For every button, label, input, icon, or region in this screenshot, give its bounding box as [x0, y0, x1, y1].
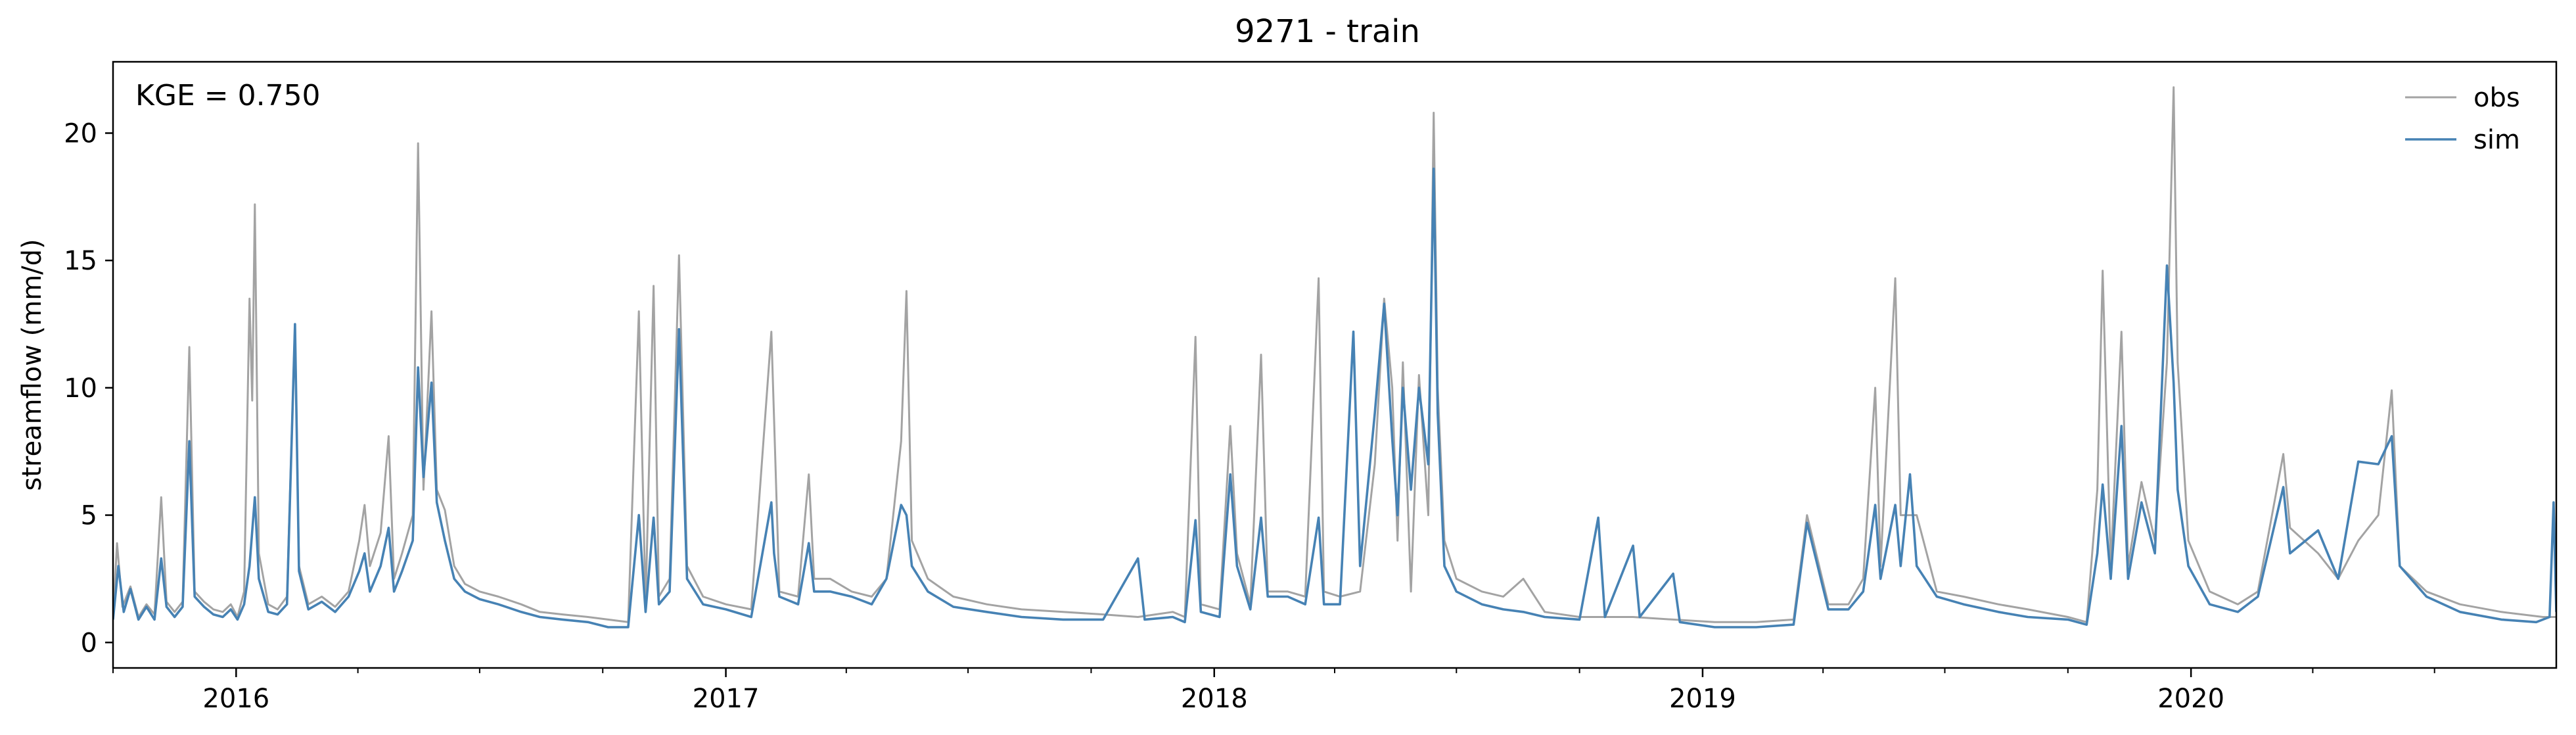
legend: obs sim	[2405, 83, 2520, 155]
x-tick-label: 2019	[1669, 684, 1736, 714]
x-tick-label: 2017	[693, 684, 760, 714]
y-tick-label: 0	[81, 628, 97, 658]
y-tick-label: 5	[81, 501, 97, 531]
x-tick-label: 2018	[1181, 684, 1248, 714]
series-line-obs	[113, 86, 2556, 623]
y-axis: 0 5 10 15 20	[64, 118, 113, 658]
y-axis-label: streamflow (mm/d)	[17, 239, 47, 490]
series-line-sim	[113, 167, 2556, 628]
y-tick-label: 10	[64, 373, 97, 404]
y-tick-label: 20	[64, 118, 97, 149]
x-tick-label: 2016	[202, 684, 269, 714]
legend-label-obs: obs	[2473, 83, 2520, 113]
kge-annotation: KGE = 0.750	[135, 79, 321, 112]
x-axis: 2016 2017 2018 2019 2020	[112, 668, 2435, 714]
x-tick-label: 2020	[2157, 684, 2224, 714]
plot-frame	[112, 60, 2558, 669]
legend-label-sim: sim	[2473, 125, 2520, 155]
series-layer	[113, 86, 2556, 628]
chart-title: 9271 - train	[1235, 13, 1420, 50]
y-tick-label: 15	[64, 246, 97, 276]
